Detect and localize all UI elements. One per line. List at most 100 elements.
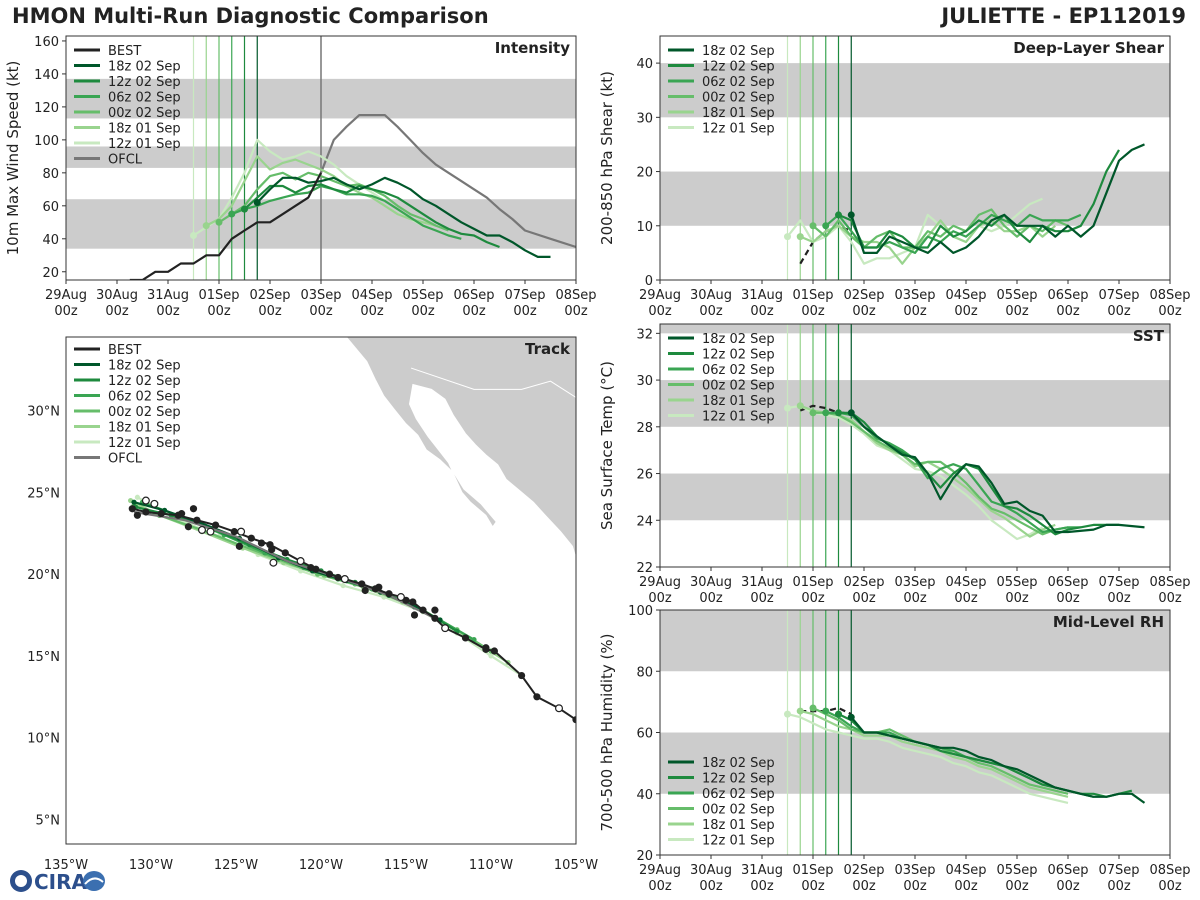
best-track-open-point <box>441 624 450 633</box>
series-line-18z-02-sep <box>850 716 1146 804</box>
series-start-point <box>190 231 197 239</box>
best-track-open-point <box>269 558 278 567</box>
series-start-point <box>847 409 855 417</box>
series-start-point <box>835 409 842 417</box>
legend-label: 06z 02 Sep <box>702 787 775 802</box>
best-track-open-point <box>340 575 349 584</box>
series-start-point <box>202 222 210 230</box>
y-tick-label: 20 <box>636 166 653 181</box>
legend-label: 00z 02 Sep <box>702 91 775 106</box>
y-axis-label: Sea Surface Temp (°C) <box>598 361 616 530</box>
x-tick-label: 04Sep <box>945 575 986 590</box>
track-best <box>132 507 576 721</box>
x-tick-sublabel: 00z <box>1056 304 1080 319</box>
x-tick-sublabel: 00z <box>1158 879 1182 894</box>
x-tick-sublabel: 00z <box>699 879 723 894</box>
x-tick-label: 03Sep <box>894 863 935 878</box>
lon-tick-label: 135°W <box>44 858 88 873</box>
series-start-point <box>822 222 830 230</box>
legend-label: 12z 02 Sep <box>702 60 775 75</box>
shaded-band <box>660 324 1170 334</box>
x-tick-label: 07Sep <box>1098 863 1139 878</box>
x-tick-sublabel: 00z <box>801 591 825 606</box>
x-tick-sublabel: 00z <box>801 879 825 894</box>
series-line-12z-01-sep <box>787 404 1044 541</box>
best-track-point <box>334 573 342 582</box>
x-tick-label: 07Sep <box>504 288 545 303</box>
lon-tick-label: 130°W <box>129 858 173 873</box>
best-track-point <box>385 590 393 598</box>
x-tick-sublabel: 00z <box>852 879 876 894</box>
x-tick-label: 04Sep <box>945 288 986 303</box>
series-line-best <box>129 172 322 280</box>
best-track-point <box>358 580 366 588</box>
y-tick-label: 60 <box>636 727 653 742</box>
lat-tick-label: 30°N <box>27 405 60 420</box>
legend-label: 12z 02 Sep <box>702 772 775 787</box>
legend-label: 12z 01 Sep <box>702 122 775 137</box>
legend-label: OFCL <box>108 153 143 168</box>
shaded-band <box>660 610 1170 672</box>
best-track-open-point <box>206 527 215 536</box>
series-start-point <box>796 707 804 715</box>
best-track-point <box>490 647 498 655</box>
x-tick-label: 05Sep <box>402 288 443 303</box>
x-tick-sublabel: 00z <box>105 304 129 319</box>
best-track-open-point <box>554 704 563 713</box>
best-track-point <box>235 542 243 550</box>
x-tick-sublabel: 00z <box>750 879 774 894</box>
best-track-point <box>128 505 136 513</box>
series-start-point <box>784 233 791 241</box>
x-tick-label: 04Sep <box>945 863 986 878</box>
x-tick-label: 06Sep <box>1047 288 1088 303</box>
y-tick-label: 0 <box>645 274 653 289</box>
x-tick-sublabel: 00z <box>852 591 876 606</box>
y-tick-label: 20 <box>42 266 59 281</box>
x-tick-sublabel: 00z <box>903 879 927 894</box>
best-track-open-point <box>237 527 246 536</box>
best-track-point <box>133 511 141 519</box>
series-line-12z-02-sep <box>243 183 500 249</box>
series-start-point <box>809 704 817 712</box>
x-tick-label: 06Sep <box>453 288 494 303</box>
x-tick-sublabel: 00z <box>903 591 927 606</box>
x-tick-sublabel: 00z <box>309 304 333 319</box>
x-tick-label: 31Aug <box>741 575 783 590</box>
legend-label: OFCL <box>108 452 143 467</box>
track-run-point <box>488 653 494 659</box>
y-tick-label: 26 <box>636 468 653 483</box>
best-track-point <box>142 508 150 516</box>
x-tick-sublabel: 00z <box>648 304 672 319</box>
y-tick-label: 10 <box>636 220 653 235</box>
x-tick-label: 03Sep <box>894 575 935 590</box>
x-tick-label: 30Aug <box>96 288 138 303</box>
lon-tick-label: 110°W <box>469 858 513 873</box>
y-tick-label: 60 <box>42 200 59 215</box>
legend-label: 12z 02 Sep <box>108 75 181 90</box>
x-tick-sublabel: 00z <box>1107 879 1131 894</box>
x-tick-sublabel: 00z <box>852 304 876 319</box>
panel-track: 135°W 130°W 125°W 120°W 115°W 110°W 105°W 5°N 10… <box>27 336 598 873</box>
series-line-06z-02-sep <box>231 184 462 240</box>
panel-title: Track <box>525 340 571 358</box>
figure-title-right: JULIETTE - EP112019 <box>941 4 1186 28</box>
best-track-point <box>307 564 315 572</box>
x-tick-label: 02Sep <box>249 288 290 303</box>
y-tick-label: 100 <box>628 604 653 619</box>
y-tick-label: 120 <box>34 101 59 116</box>
best-track-point <box>409 598 417 606</box>
series-start-point <box>253 199 261 207</box>
x-tick-label: 03Sep <box>894 288 935 303</box>
plot-area <box>660 36 1170 280</box>
legend-label: 12z 01 Sep <box>702 834 775 849</box>
plot-area <box>660 610 1170 855</box>
x-tick-sublabel: 00z <box>954 879 978 894</box>
best-track-point <box>419 606 427 614</box>
y-tick-label: 20 <box>636 849 653 864</box>
series-start-point <box>809 222 817 230</box>
x-tick-sublabel: 00z <box>156 304 180 319</box>
y-tick-label: 30 <box>636 111 653 126</box>
series-start-point <box>847 211 855 219</box>
